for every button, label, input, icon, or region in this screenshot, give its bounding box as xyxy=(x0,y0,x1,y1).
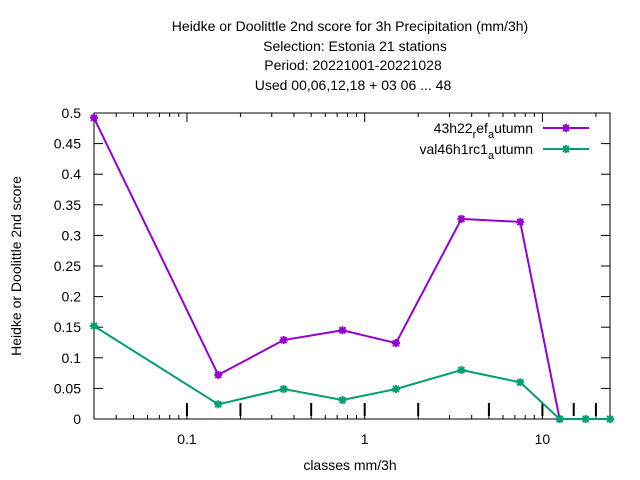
y-tick-label: 0 xyxy=(73,411,81,427)
legend-label: val46h1rc1autumn xyxy=(419,141,533,162)
title-line-4: Used 00,06,12,18 + 03 06 ... 48 xyxy=(255,77,452,93)
data-point xyxy=(516,378,525,387)
data-point xyxy=(214,370,223,379)
data-point xyxy=(90,113,98,122)
y-tick-label: 0.3 xyxy=(62,227,82,243)
x-axis-label: classes mm/3h xyxy=(303,457,396,473)
x-tick-label: 0.1 xyxy=(177,431,197,447)
series-2 xyxy=(90,321,614,423)
chart-title: Heidke or Doolittle 2nd score for 3h Pre… xyxy=(172,18,528,93)
y-tick-label: 0.4 xyxy=(62,166,82,182)
legend-label: 43h22refautumn xyxy=(434,120,533,141)
data-point xyxy=(338,326,347,335)
data-point xyxy=(90,321,98,330)
title-line-2: Selection: Estonia 21 stations xyxy=(263,38,447,54)
title-line-1: Heidke or Doolittle 2nd score for 3h Pre… xyxy=(172,18,528,34)
data-point xyxy=(457,366,466,375)
x-tick-label: 1 xyxy=(361,431,369,447)
y-axis-label: Heidke or Doolittle 2nd score xyxy=(8,176,24,356)
legend-marker xyxy=(562,145,570,153)
legend-marker xyxy=(562,124,570,132)
axes xyxy=(93,112,611,420)
y-ticks: 0 0.05 0.1 0.15 0.2 0.25 0.3 0.35 0.4 0.45 0.5 xyxy=(54,105,610,427)
title-line-3: Period: 20221001-20221028 xyxy=(264,57,442,73)
data-point xyxy=(391,385,400,394)
data-point xyxy=(279,336,288,345)
data-point xyxy=(581,415,590,423)
data-point xyxy=(516,217,525,226)
series-line xyxy=(93,117,561,420)
x-tick-label: 10 xyxy=(535,431,551,447)
series-line xyxy=(93,325,610,420)
y-tick-label: 0.2 xyxy=(62,289,82,305)
series-1 xyxy=(90,113,564,423)
series-layer xyxy=(90,113,614,423)
plot-frame xyxy=(93,112,611,420)
data-point xyxy=(279,385,288,394)
y-tick-label: 0.5 xyxy=(62,105,82,121)
data-point xyxy=(391,339,400,348)
y-tick-label: 0.35 xyxy=(54,197,81,213)
y-tick-label: 0.25 xyxy=(54,258,81,274)
y-tick-label: 0.1 xyxy=(62,350,82,366)
data-point xyxy=(555,415,564,423)
y-tick-label: 0.05 xyxy=(54,380,81,396)
data-point xyxy=(457,214,466,223)
x-ticks: 0.1 1 10 xyxy=(93,113,597,447)
data-point xyxy=(338,396,347,405)
y-tick-label: 0.15 xyxy=(54,319,81,335)
data-point xyxy=(606,415,614,423)
data-point xyxy=(214,400,223,409)
y-tick-label: 0.45 xyxy=(54,136,81,152)
